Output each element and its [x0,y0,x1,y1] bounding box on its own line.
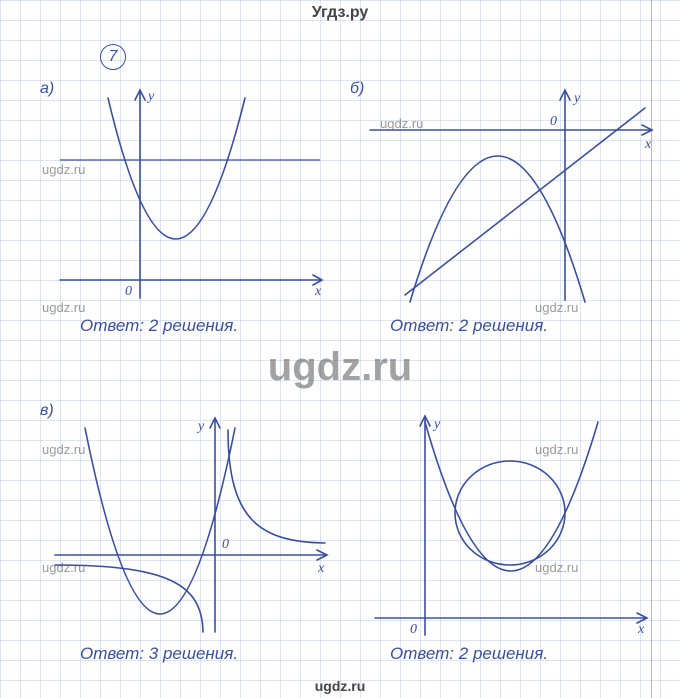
panel-b: б) 0 x y Ответ: 2 решения. [350,70,660,350]
sublabel-b: б) [350,80,364,98]
y-axis-label: y [572,91,581,106]
sublabel-a: а) [40,80,54,98]
site-header: Угдз.ру [0,4,680,22]
sketch-c: 0 x y [30,400,340,640]
origin-label: 0 [222,537,229,552]
problem-number-badge: 7 [100,44,126,70]
origin-label: 0 [410,622,417,637]
answer-d: Ответ: 2 решения. [390,644,548,664]
answer-text: 2 решения. [459,644,548,663]
answer-b: Ответ: 2 решения. [390,316,548,336]
answer-prefix: Ответ: [80,316,144,335]
panel-c: в) 0 x y Ответ: 3 решения. [30,400,340,680]
y-axis-label: y [146,89,155,104]
answer-text: 2 решения. [459,316,548,335]
answer-text: 2 решения. [149,316,238,335]
answer-a: Ответ: 2 решения. [80,316,238,336]
origin-label: 0 [125,284,132,299]
answer-text: 3 решения. [149,644,238,663]
answer-prefix: Ответ: [390,316,454,335]
x-axis-label: x [644,137,652,152]
x-axis-label: x [314,284,322,299]
sketch-d: 0 x y [350,400,660,640]
answer-prefix: Ответ: [80,644,144,663]
y-axis-label: y [196,419,205,434]
sketch-a: 0 x y [30,70,340,310]
answer-prefix: Ответ: [390,644,454,663]
origin-label: 0 [550,114,557,129]
panel-d: 0 x y Ответ: 2 решения. [350,400,660,680]
answer-c: Ответ: 3 решения. [80,644,238,664]
sketch-b: 0 x y [350,70,660,310]
y-axis-label: y [432,417,441,432]
x-axis-label: x [317,561,325,576]
sublabel-c: в) [40,402,54,420]
site-footer: ugdz.ru [0,678,680,694]
x-axis-label: x [637,622,645,637]
panel-a: а) 0 x y Ответ: 2 решения. [30,70,340,350]
